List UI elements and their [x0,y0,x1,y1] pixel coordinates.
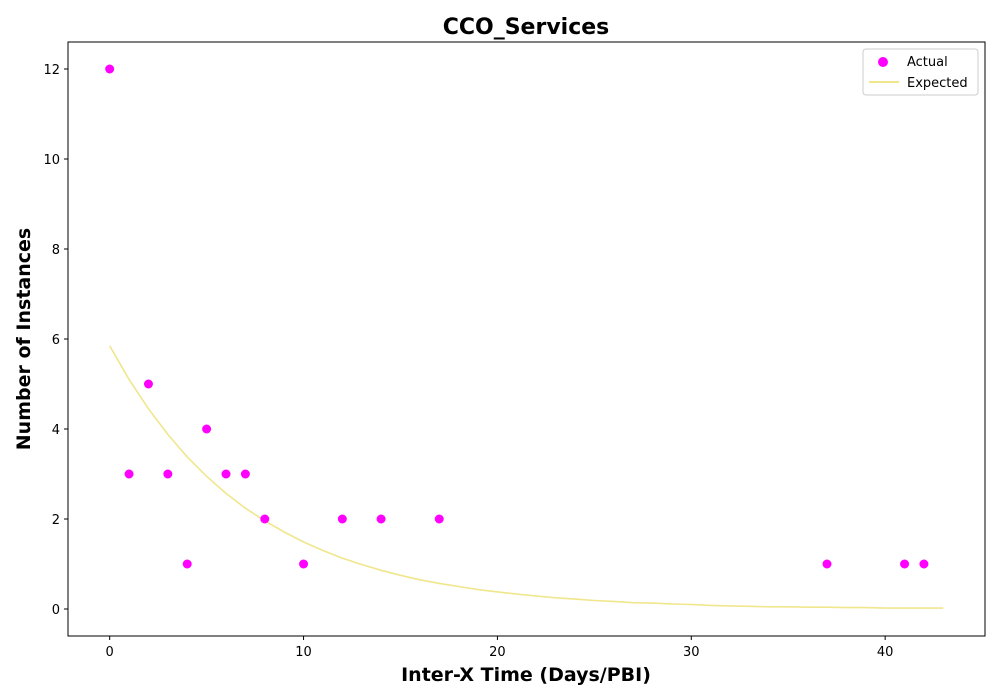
x-tick-label: 0 [106,645,114,660]
y-tick-label: 0 [52,603,60,618]
x-tick-label: 20 [489,645,506,660]
y-tick-label: 4 [52,423,60,438]
expected-line [109,345,944,609]
series-layer [105,64,944,609]
plot-area: 0 10 20 30 40 0 2 4 6 8 10 12 [43,41,986,660]
actual-point [900,559,910,569]
actual-point [105,64,115,74]
legend-marker-actual [878,57,888,67]
x-axis-label: Inter-X Time (Days/PBI) [401,664,651,686]
actual-point [919,559,929,569]
actual-point [434,514,444,524]
actual-point [822,559,832,569]
actual-point [376,514,386,524]
y-axis-ticks: 0 2 4 6 8 10 12 [43,63,68,618]
actual-point [124,469,134,479]
legend-label-actual: Actual [907,55,948,70]
actual-point [143,379,153,389]
x-axis-ticks: 0 10 20 30 40 [106,636,894,660]
actual-point [299,559,309,569]
y-tick-label: 12 [43,63,60,78]
y-axis-label: Number of Instances [13,228,35,450]
actual-point [260,514,270,524]
actual-point [240,469,250,479]
actual-point [337,514,347,524]
x-tick-label: 30 [683,645,700,660]
actual-point [182,559,192,569]
y-tick-label: 6 [52,333,60,348]
actual-point [163,469,173,479]
x-tick-label: 40 [877,645,894,660]
actual-point [221,469,231,479]
legend-box [862,48,979,96]
x-tick-label: 10 [295,645,312,660]
legend: Actual Expected [862,48,979,96]
actual-point [202,424,212,434]
chart-title: CCO_Services [443,15,610,40]
legend-label-expected: Expected [907,76,968,91]
y-tick-label: 2 [52,513,60,528]
axes-frame [67,41,986,637]
y-tick-label: 10 [43,153,60,168]
y-tick-label: 8 [52,243,60,258]
